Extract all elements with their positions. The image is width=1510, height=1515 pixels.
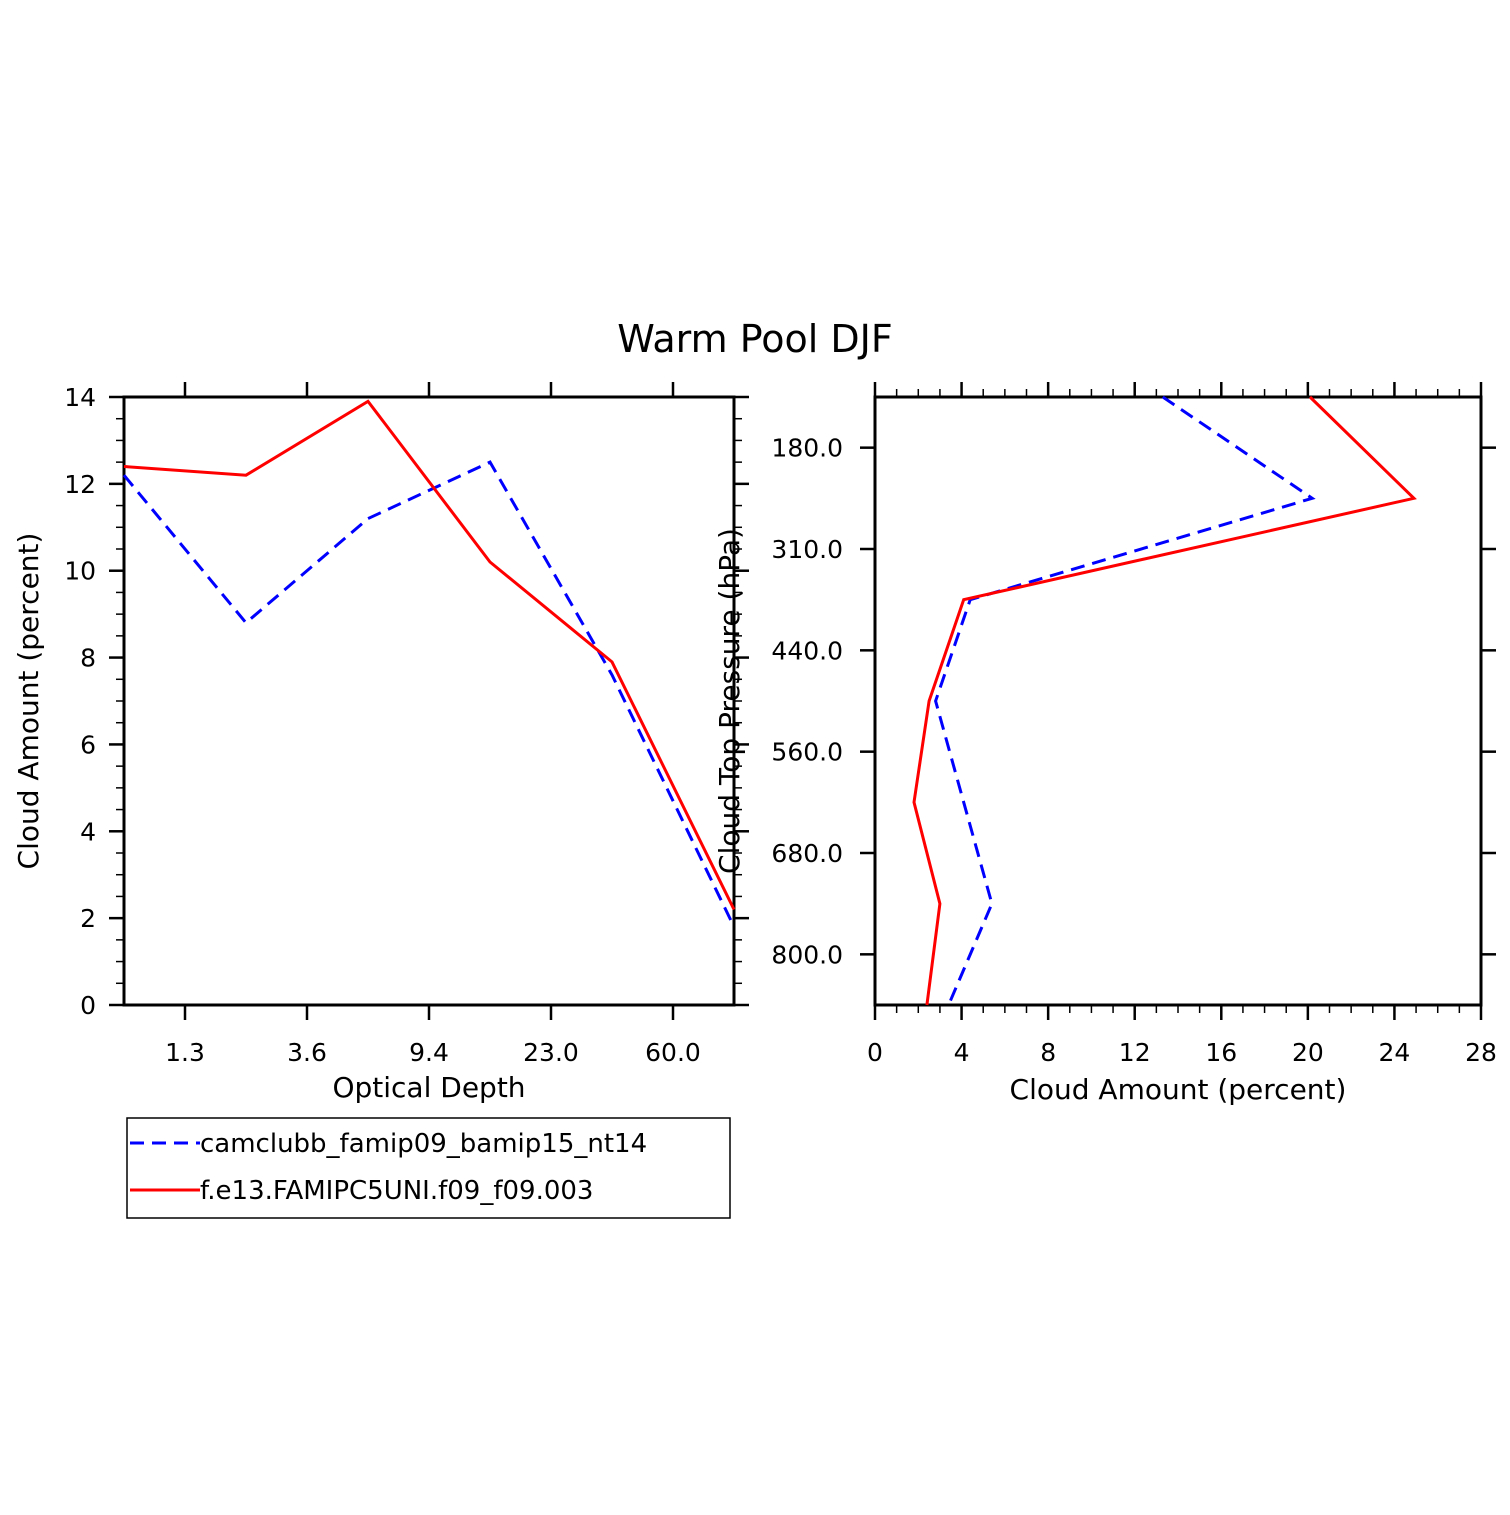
left-panel: 0 2 4 6 8 10 12 14 1.3 3.6 9.4 23.0 60.0 Optical Dep…	[12, 382, 749, 1104]
right-series-line-0	[934, 395, 1316, 1006]
legend-label-a: camclubb_famip09_bamip15_nt14	[200, 1129, 647, 1159]
legend: camclubb_famip09_bamip15_nt14 f.e13.FAMI…	[126, 1117, 731, 1219]
right-ticks: 0 4 8 12 16 20 24 28 180.0 310.0 440.0 560.0 680.0 80…	[771, 382, 1497, 1067]
left-y-tick-label: 2	[80, 904, 96, 933]
right-x-tick-label: 16	[1205, 1038, 1237, 1067]
legend-label-b: f.e13.FAMIPC5UNI.f09_f09.003	[200, 1176, 593, 1206]
right-series-line-1	[912, 395, 1417, 1006]
left-x-tick-label: 23.0	[523, 1038, 579, 1067]
legend-box	[126, 1117, 731, 1219]
left-x-tick-label: 9.4	[409, 1038, 449, 1067]
right-y-tick-label: 560.0	[771, 738, 843, 767]
right-panel: 0 4 8 12 16 20 24 28 180.0 310.0 440.0 560.0 680.0 80…	[713, 382, 1497, 1106]
right-x-tick-label: 20	[1292, 1038, 1324, 1067]
left-plot-frame	[122, 395, 736, 1007]
right-x-tick-label: 12	[1119, 1038, 1151, 1067]
right-y-tick-label: 310.0	[771, 535, 843, 564]
left-x-tick-label: 60.0	[645, 1038, 701, 1067]
left-x-tick-label: 1.3	[165, 1038, 205, 1067]
right-y-tick-label: 180.0	[771, 434, 843, 463]
right-y-tick-label: 800.0	[771, 940, 843, 969]
left-x-tick-label: 3.6	[287, 1038, 327, 1067]
left-y-tick-label: 0	[80, 991, 96, 1020]
right-x-tick-label: 28	[1465, 1038, 1497, 1067]
right-series	[912, 395, 1417, 1006]
chart-title: Warm Pool DJF	[617, 317, 893, 361]
left-series	[122, 399, 736, 928]
right-y-tick-label: 680.0	[771, 839, 843, 868]
left-y-tick-label: 4	[80, 817, 96, 846]
left-ticks: 0 2 4 6 8 10 12 14 1.3 3.6 9.4 23.0 60.0	[64, 382, 749, 1067]
left-x-axis-label: Optical Depth	[332, 1071, 525, 1104]
right-x-tick-label: 8	[1040, 1038, 1056, 1067]
right-y-axis-label: Cloud Top Pressure (hPa)	[713, 528, 746, 874]
left-y-tick-label: 12	[64, 470, 96, 499]
right-x-tick-label: 0	[867, 1038, 883, 1067]
left-y-tick-label: 8	[80, 644, 96, 673]
right-y-tick-label: 440.0	[771, 636, 843, 665]
left-series-line-0	[122, 460, 736, 928]
left-y-tick-label: 10	[64, 557, 96, 586]
right-x-axis-label: Cloud Amount (percent)	[1010, 1073, 1347, 1106]
right-x-tick-label: 4	[954, 1038, 970, 1067]
right-x-tick-label: 24	[1379, 1038, 1411, 1067]
left-y-axis-label: Cloud Amount (percent)	[12, 533, 45, 870]
left-y-tick-label: 14	[64, 383, 96, 412]
right-plot-frame	[873, 395, 1483, 1007]
left-y-tick-label: 6	[80, 730, 96, 759]
left-series-line-1	[123, 399, 736, 911]
